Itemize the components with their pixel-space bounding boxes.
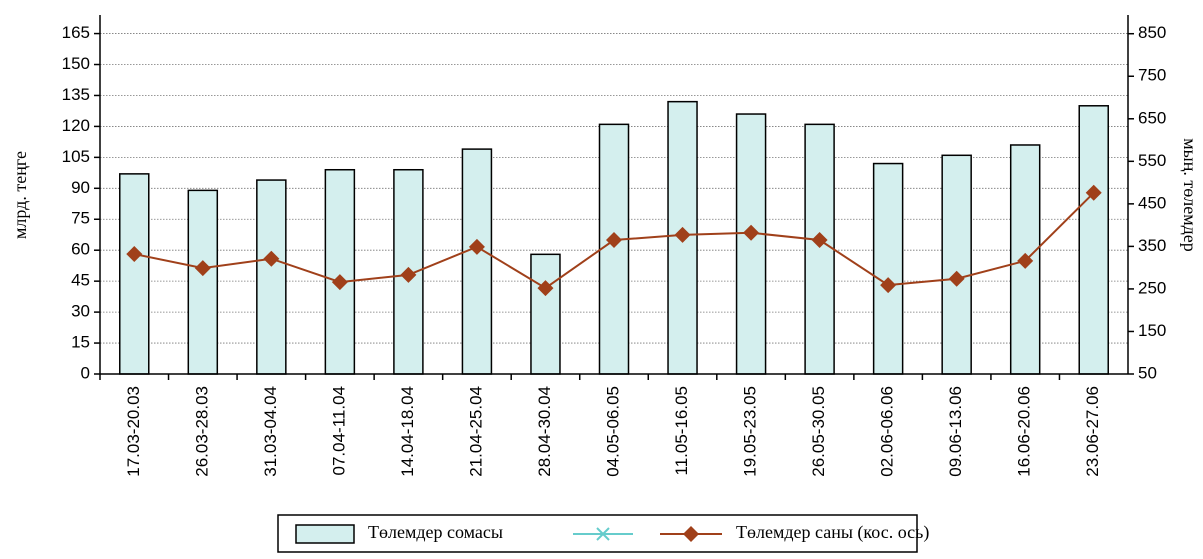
x-tick-label: 26.03-28.03 <box>192 386 211 477</box>
bar <box>324 168 356 375</box>
line-marker <box>331 274 348 291</box>
y-tick-label: 120 <box>62 116 90 135</box>
y2-tick-label: 150 <box>1138 321 1166 340</box>
y-axis-title: млрд. теңге <box>10 151 30 239</box>
y-tick-label: 15 <box>71 333 90 352</box>
legend-marker <box>683 526 699 542</box>
line-marker <box>400 266 417 283</box>
y-tick-label: 105 <box>62 147 90 166</box>
y-tick-label: 165 <box>62 23 90 42</box>
x-tick-label: 19.05-23.05 <box>741 386 760 477</box>
line-marker <box>537 280 554 297</box>
line-marker <box>194 260 211 277</box>
y2-tick-label: 750 <box>1138 66 1166 85</box>
bar <box>941 154 972 375</box>
x-tick-label: 11.05-16.05 <box>672 386 691 475</box>
y2-tick-label: 850 <box>1138 23 1166 42</box>
y-tick-label: 30 <box>71 302 90 321</box>
legend-label: Төлемдер сомасы <box>368 522 503 542</box>
y2-tick-label: 350 <box>1138 236 1166 255</box>
x-tick-label: 16.06-20.06 <box>1015 386 1034 477</box>
y-tick-label: 75 <box>71 209 90 228</box>
x-tick-label: 07.04-11.04 <box>329 386 348 475</box>
y-tick-label: 0 <box>81 363 90 382</box>
y2-tick-label: 50 <box>1138 363 1157 382</box>
x-tick-label: 23.06-27.06 <box>1083 386 1102 477</box>
bar <box>119 173 150 375</box>
line-marker <box>1017 252 1034 269</box>
line-marker <box>468 238 485 255</box>
x-tick-label: 21.04-25.04 <box>466 386 485 477</box>
bar <box>872 162 904 375</box>
y-tick-label: 60 <box>71 240 90 259</box>
legend-swatch <box>295 524 355 544</box>
legend-marker <box>596 527 610 541</box>
x-tick-label: 31.03-04.04 <box>261 386 280 477</box>
x-tick-label: 14.04-18.04 <box>398 386 417 477</box>
bar <box>598 123 630 375</box>
line-marker <box>263 250 280 267</box>
legend-label: Төлемдер саны (кос. ось) <box>736 522 929 543</box>
x-tick-label: 17.03-20.03 <box>124 386 143 477</box>
bar <box>804 123 835 375</box>
bar <box>256 179 287 375</box>
line-marker <box>674 226 691 243</box>
y2-tick-label: 450 <box>1138 193 1166 212</box>
y2-tick-label: 250 <box>1138 278 1166 297</box>
line-marker <box>126 246 143 263</box>
x-tick-label: 04.05-06.05 <box>603 386 622 477</box>
y-tick-label: 45 <box>71 271 90 290</box>
x-tick-label: 28.04-30.04 <box>535 386 554 477</box>
x-tick-label: 09.06-13.06 <box>946 386 965 477</box>
bar <box>187 189 219 375</box>
y2-tick-label: 550 <box>1138 151 1166 170</box>
x-tick-label: 26.05-30.05 <box>809 386 828 477</box>
line-marker <box>743 224 760 241</box>
x-tick-label: 02.06-06.06 <box>878 386 897 477</box>
y2-axis-title: мың. төлемдер <box>1180 138 1200 252</box>
y2-tick-label: 650 <box>1138 108 1166 127</box>
bar <box>1078 105 1109 375</box>
line-marker <box>948 270 965 287</box>
line-marker <box>1085 184 1102 201</box>
y-tick-label: 90 <box>71 178 90 197</box>
bar <box>735 113 767 375</box>
line-marker <box>880 277 897 294</box>
y-tick-label: 150 <box>62 54 90 73</box>
bar <box>461 148 493 375</box>
bar <box>530 253 561 375</box>
line-marker <box>606 232 622 249</box>
line-marker <box>811 232 828 249</box>
y-tick-label: 135 <box>62 85 90 104</box>
